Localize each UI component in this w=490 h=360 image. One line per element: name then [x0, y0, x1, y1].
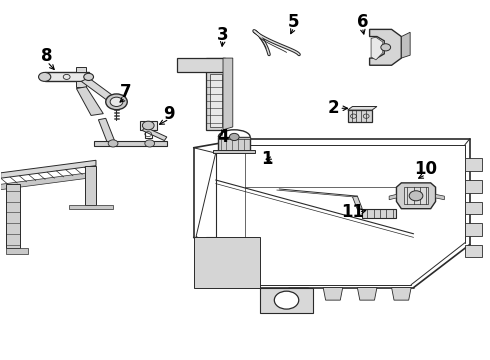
Polygon shape	[389, 194, 396, 200]
Circle shape	[143, 121, 154, 130]
Polygon shape	[260, 288, 314, 313]
Polygon shape	[81, 78, 116, 101]
Polygon shape	[45, 72, 89, 81]
Polygon shape	[210, 74, 221, 127]
Polygon shape	[357, 288, 377, 300]
Text: 4: 4	[217, 128, 229, 146]
Polygon shape	[0, 160, 96, 178]
Polygon shape	[323, 288, 343, 300]
Text: 1: 1	[261, 150, 273, 168]
Circle shape	[39, 72, 51, 81]
Circle shape	[84, 73, 94, 81]
Polygon shape	[401, 32, 410, 58]
Circle shape	[274, 291, 299, 309]
Polygon shape	[218, 137, 250, 139]
Polygon shape	[76, 81, 86, 87]
Circle shape	[145, 140, 155, 147]
Polygon shape	[436, 194, 444, 200]
Polygon shape	[213, 149, 255, 153]
Polygon shape	[5, 248, 27, 253]
Polygon shape	[465, 180, 482, 193]
Polygon shape	[5, 184, 20, 248]
Polygon shape	[465, 158, 482, 171]
Text: 7: 7	[120, 83, 131, 101]
Circle shape	[409, 191, 423, 201]
Polygon shape	[465, 244, 482, 257]
Text: 10: 10	[414, 160, 437, 178]
Polygon shape	[289, 288, 309, 300]
Polygon shape	[206, 58, 225, 130]
Polygon shape	[396, 183, 436, 209]
Polygon shape	[404, 187, 428, 204]
Polygon shape	[392, 288, 411, 300]
Text: 5: 5	[288, 13, 299, 31]
Polygon shape	[176, 58, 225, 72]
Polygon shape	[76, 67, 86, 72]
Polygon shape	[85, 166, 96, 205]
Polygon shape	[223, 58, 233, 130]
Polygon shape	[369, 30, 401, 65]
Polygon shape	[0, 172, 96, 190]
Text: 11: 11	[341, 203, 364, 221]
Circle shape	[106, 94, 127, 110]
Text: 2: 2	[327, 99, 339, 117]
Polygon shape	[98, 118, 116, 145]
Circle shape	[110, 97, 123, 107]
Polygon shape	[218, 137, 250, 151]
Polygon shape	[347, 110, 372, 122]
Text: 8: 8	[41, 47, 53, 65]
Polygon shape	[362, 209, 396, 218]
Polygon shape	[94, 140, 167, 146]
Circle shape	[108, 140, 118, 147]
Polygon shape	[140, 121, 157, 130]
Circle shape	[229, 134, 239, 140]
Polygon shape	[143, 127, 167, 140]
Polygon shape	[465, 223, 482, 235]
Circle shape	[381, 44, 391, 51]
Polygon shape	[347, 107, 377, 110]
Polygon shape	[352, 196, 362, 210]
Text: 9: 9	[164, 105, 175, 123]
Polygon shape	[76, 87, 103, 116]
Text: 3: 3	[217, 26, 229, 44]
Text: 6: 6	[357, 13, 368, 31]
Polygon shape	[69, 205, 113, 210]
Polygon shape	[194, 237, 260, 288]
Polygon shape	[371, 37, 383, 60]
Polygon shape	[465, 202, 482, 214]
